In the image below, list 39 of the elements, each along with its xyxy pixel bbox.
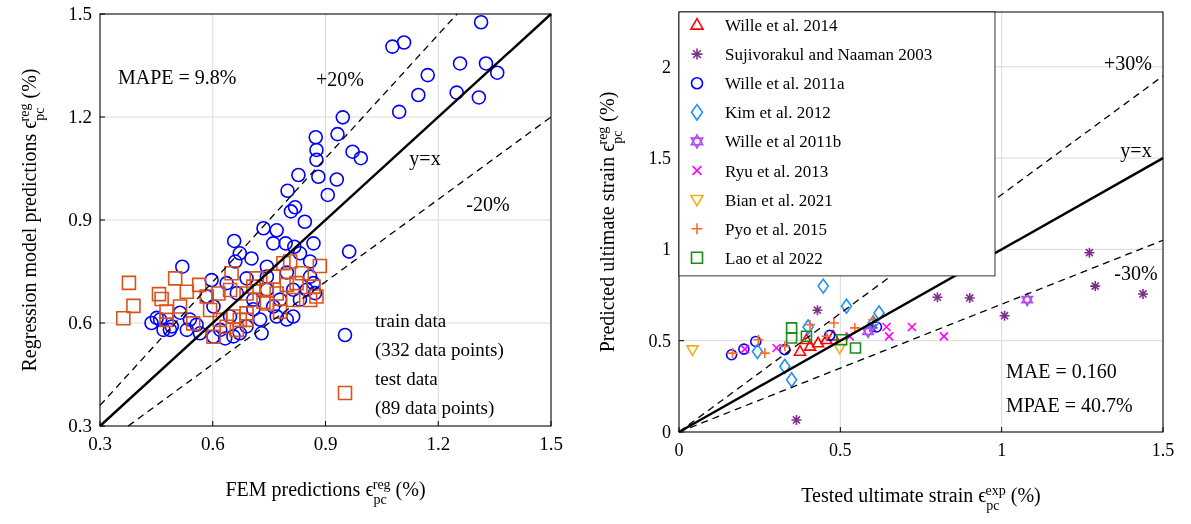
y-tick-label: 0.9 xyxy=(68,209,92,230)
y-tick-label: 0.6 xyxy=(68,312,92,333)
annotation: +20% xyxy=(316,68,364,90)
x-tick-label: 1.2 xyxy=(426,433,451,454)
x-tick-label: 0.5 xyxy=(829,440,852,460)
x-tick-label: 0.9 xyxy=(313,433,338,454)
x-tick-label: 0.3 xyxy=(88,433,112,454)
legend-label: test data (89 data points) xyxy=(375,367,495,419)
legend-label: train data (332 data points) xyxy=(375,309,504,361)
y-tick-label: 0.5 xyxy=(648,330,671,351)
annotation: y=x xyxy=(1120,139,1152,162)
y-tick-label: 1 xyxy=(662,239,671,260)
y-tick-label: 2 xyxy=(662,56,671,77)
legend-label: Bian et al. 2021 xyxy=(725,190,833,210)
x-tick-label: 0.6 xyxy=(200,433,225,454)
x-axis-title: Tested ultimate strain ϵ$_{pc}$$^{exp}$ (%) xyxy=(801,482,1041,513)
legend-label: Pyo et al. 2015 xyxy=(725,219,827,239)
x-tick-label: 1.5 xyxy=(539,433,563,454)
legend-label: Sujivorakul and Naaman 2003 xyxy=(725,45,933,65)
legend-label: Wille et al. 2014 xyxy=(725,16,839,35)
y-tick-label: 1.5 xyxy=(648,148,671,169)
annotation: MAPE = 9.8% xyxy=(118,66,237,88)
y-tick-label: 1.2 xyxy=(68,106,92,127)
annotation: MAE = 0.160 xyxy=(1006,360,1117,382)
legend-label: Wille et al. 2011a xyxy=(725,74,845,94)
legend-label: Ryu et al. 2013 xyxy=(725,161,829,181)
annotation: -20% xyxy=(466,193,510,215)
y-tick-label: 1.5 xyxy=(68,3,92,24)
x-tick-label: 1 xyxy=(997,440,1007,460)
annotation: +30% xyxy=(1104,52,1152,74)
y-tick-label: 0.3 xyxy=(68,415,92,436)
annotation: -30% xyxy=(1114,262,1158,284)
annotation: y=x xyxy=(409,147,441,170)
x-axis-title: FEM predictions ϵ$_{pc}$$^{reg}$ (%) xyxy=(225,476,426,507)
x-tick-label: 1.5 xyxy=(1151,440,1175,460)
annotation: MPAE = 40.7% xyxy=(1006,394,1133,416)
legend-label: Lao et al 2022 xyxy=(725,248,823,268)
legend-label: Kim et al. 2012 xyxy=(725,103,831,123)
legend-label: Wille et al 2011b xyxy=(725,132,842,152)
